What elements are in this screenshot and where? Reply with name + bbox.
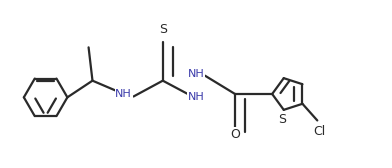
Text: NH: NH xyxy=(188,92,204,102)
Text: S: S xyxy=(159,23,167,36)
Text: NH: NH xyxy=(115,89,132,99)
Text: NH: NH xyxy=(188,69,204,79)
Text: O: O xyxy=(230,128,240,141)
Text: S: S xyxy=(278,113,286,126)
Text: Cl: Cl xyxy=(313,125,325,138)
